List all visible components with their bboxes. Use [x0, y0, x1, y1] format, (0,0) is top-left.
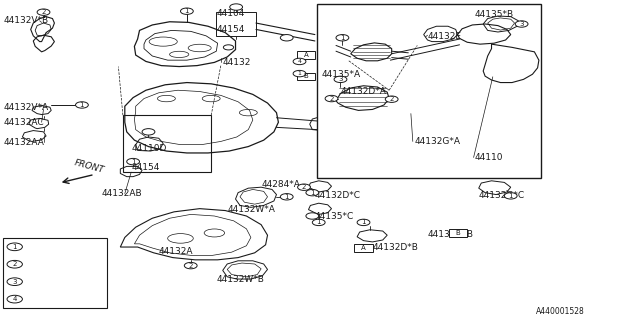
Circle shape — [37, 9, 50, 15]
Text: 3: 3 — [338, 76, 343, 82]
Text: 44132D*A: 44132D*A — [340, 87, 387, 96]
Text: 44132D*C: 44132D*C — [315, 191, 361, 200]
Text: 4: 4 — [298, 59, 301, 64]
Text: 02385: 02385 — [31, 260, 57, 269]
Text: 44132G*C: 44132G*C — [479, 191, 525, 200]
FancyBboxPatch shape — [317, 4, 541, 178]
Text: 44154: 44154 — [216, 25, 244, 34]
Circle shape — [7, 295, 22, 303]
Circle shape — [325, 95, 338, 102]
Circle shape — [298, 184, 310, 190]
FancyBboxPatch shape — [3, 238, 107, 308]
Text: 44135*B: 44135*B — [475, 10, 514, 19]
Circle shape — [76, 102, 88, 108]
Circle shape — [293, 70, 306, 77]
Circle shape — [223, 45, 234, 50]
Text: 1: 1 — [79, 102, 84, 108]
Circle shape — [515, 21, 528, 27]
Text: 44132A: 44132A — [159, 247, 193, 256]
Text: 44154: 44154 — [131, 163, 159, 172]
Text: 1: 1 — [298, 71, 301, 76]
Text: 1: 1 — [12, 244, 17, 250]
Text: A: A — [303, 52, 308, 58]
Text: 0101S*A: 0101S*A — [31, 242, 67, 251]
Circle shape — [293, 58, 306, 65]
Text: 1: 1 — [284, 194, 289, 200]
Circle shape — [504, 193, 517, 199]
Circle shape — [7, 260, 22, 268]
Text: 44284*A: 44284*A — [261, 180, 300, 189]
Circle shape — [230, 4, 243, 10]
Circle shape — [357, 219, 370, 226]
FancyBboxPatch shape — [449, 229, 467, 236]
Text: 44132E: 44132E — [428, 32, 461, 41]
Text: N370029: N370029 — [31, 295, 69, 304]
Circle shape — [280, 35, 293, 41]
FancyBboxPatch shape — [297, 52, 315, 59]
Circle shape — [334, 76, 347, 83]
Circle shape — [7, 278, 22, 285]
Text: 44132AB: 44132AB — [101, 189, 141, 198]
Text: 44110D: 44110D — [131, 144, 166, 153]
Text: 44104: 44104 — [216, 9, 244, 18]
Circle shape — [312, 219, 325, 226]
Text: 2: 2 — [13, 261, 17, 267]
Text: 1: 1 — [316, 220, 321, 225]
Text: 2: 2 — [302, 184, 306, 190]
FancyBboxPatch shape — [355, 244, 372, 252]
Text: 3: 3 — [12, 279, 17, 285]
Text: A440001528: A440001528 — [536, 307, 585, 316]
Circle shape — [336, 35, 349, 41]
Circle shape — [7, 243, 22, 251]
Text: 44132AC: 44132AC — [3, 118, 44, 127]
Circle shape — [180, 8, 193, 14]
Circle shape — [306, 213, 319, 219]
Text: 2: 2 — [189, 263, 193, 268]
Text: 1: 1 — [184, 8, 189, 14]
Text: 4: 4 — [13, 296, 17, 302]
Circle shape — [142, 129, 155, 135]
Circle shape — [127, 158, 140, 165]
Text: 1: 1 — [340, 35, 345, 41]
Text: B: B — [303, 73, 308, 79]
Circle shape — [280, 194, 293, 200]
Text: 44132V*B: 44132V*B — [3, 16, 49, 25]
Text: 44132G*A: 44132G*A — [415, 137, 461, 146]
Text: 44132V*A: 44132V*A — [3, 103, 49, 112]
Text: 1: 1 — [361, 220, 366, 225]
FancyBboxPatch shape — [297, 73, 315, 80]
Text: B: B — [455, 230, 460, 236]
Text: 44110: 44110 — [475, 153, 504, 162]
Text: 1: 1 — [310, 190, 315, 196]
Text: 1: 1 — [131, 159, 136, 164]
Text: 44135*C: 44135*C — [315, 212, 354, 221]
Text: 44132G*B: 44132G*B — [428, 230, 474, 239]
Text: 0101S*B: 0101S*B — [31, 277, 67, 286]
Text: 2: 2 — [390, 96, 394, 102]
Text: 1: 1 — [508, 193, 513, 199]
Text: 44132: 44132 — [223, 58, 251, 67]
Text: A: A — [361, 245, 366, 251]
Text: FRONT: FRONT — [74, 158, 106, 174]
Text: 44132W*B: 44132W*B — [216, 276, 264, 284]
Text: 44132AA: 44132AA — [3, 138, 44, 147]
Text: 44132W*A: 44132W*A — [228, 205, 276, 214]
Text: 44132D*B: 44132D*B — [372, 243, 419, 252]
Text: 44135*A: 44135*A — [321, 70, 360, 79]
Circle shape — [306, 189, 319, 196]
Text: 2: 2 — [330, 96, 333, 101]
Text: 2: 2 — [42, 9, 45, 15]
Circle shape — [184, 262, 197, 269]
Circle shape — [385, 96, 398, 102]
Text: 3: 3 — [519, 21, 524, 27]
